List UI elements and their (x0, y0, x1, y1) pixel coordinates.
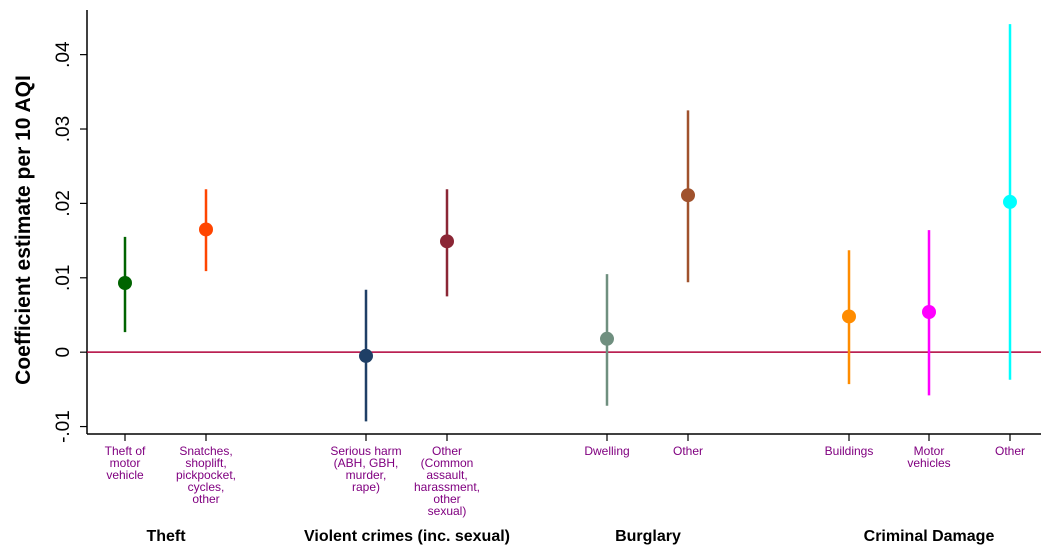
point-estimate (681, 188, 695, 203)
point-estimate (600, 331, 614, 346)
y-tick-label: .03 (53, 116, 74, 142)
category-label: vehicle (106, 468, 144, 482)
category-label: (ABH, GBH, (334, 456, 399, 470)
point-estimate (359, 348, 373, 363)
point-estimate (440, 234, 454, 249)
category-label: Other (432, 444, 462, 458)
point-estimate (199, 222, 213, 237)
category-label: Serious harm (330, 444, 401, 458)
category-label: rape) (352, 480, 380, 494)
group-label: Violent crimes (inc. sexual) (304, 528, 510, 545)
y-axis-title: Coefficient estimate per 10 AQI (12, 75, 35, 385)
category-label: shoplift, (185, 456, 226, 470)
category-label: sexual) (428, 504, 467, 518)
category-label: murder, (346, 468, 387, 482)
category-label: Motor (914, 444, 945, 458)
point-estimate (118, 275, 132, 290)
category-label: Other (673, 444, 703, 458)
group-label: Criminal Damage (864, 528, 995, 545)
marks-layer (87, 24, 1041, 422)
group-label: Theft (146, 528, 186, 545)
y-tick-label: .04 (53, 41, 74, 68)
group-label: Burglary (615, 528, 681, 545)
category-label: Other (995, 444, 1025, 458)
category-label: Dwelling (584, 444, 629, 458)
category-label: cycles, (188, 480, 225, 494)
y-tick-label: 0 (53, 347, 74, 358)
category-label: Theft of (105, 444, 146, 458)
y-tick-label: .01 (53, 265, 74, 291)
point-estimate (1003, 194, 1017, 209)
axes-layer: -.01 0 .01 .02 .03 .04 Coefficient estimate pe… (12, 10, 1041, 443)
category-label: (Common (421, 456, 474, 470)
category-label: vehicles (907, 456, 950, 470)
point-estimate (922, 305, 936, 320)
category-label: harassment, (414, 480, 480, 494)
category-label: motor (110, 456, 141, 470)
y-tick-label: -.01 (53, 410, 74, 443)
category-label: other (433, 492, 460, 506)
y-tick-label: .02 (53, 190, 74, 216)
category-label: other (192, 492, 219, 506)
category-label: Snatches, (179, 444, 232, 458)
category-label: Buildings (825, 444, 874, 458)
category-label: pickpocket, (176, 468, 236, 482)
category-label: assault, (426, 468, 467, 482)
point-estimate (842, 309, 856, 324)
